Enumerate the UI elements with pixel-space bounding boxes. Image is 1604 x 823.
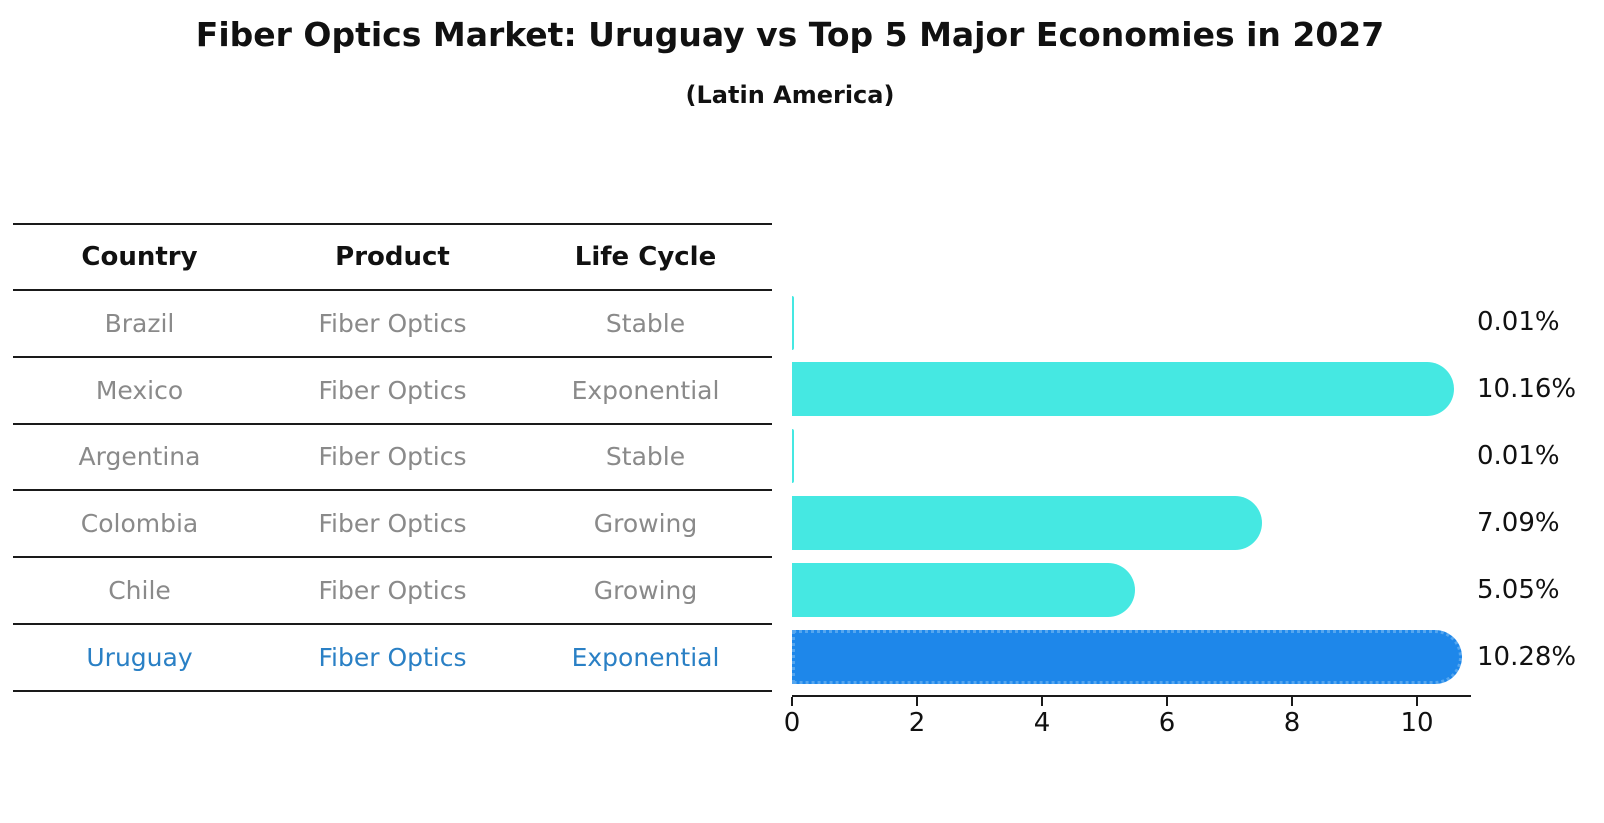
table-row-argentina: Argentina Fiber Optics Stable (13, 422, 772, 490)
country-table: Country Product Life Cycle Brazil Fiber Opti… (13, 223, 772, 692)
x-tick-mark-2 (916, 697, 918, 706)
x-tick-mark-4 (1041, 697, 1043, 706)
x-tick-label-10: 10 (1400, 708, 1434, 738)
cell-country: Argentina (78, 442, 201, 472)
cell-product: Fiber Optics (318, 576, 467, 606)
table-row-chile: Chile Fiber Optics Growing (13, 556, 772, 623)
bar-row-argentina (792, 423, 1470, 490)
cell-life-cycle: Stable (605, 442, 686, 472)
value-label-mexico: 10.16% (1477, 374, 1577, 405)
cell-life-cycle: Growing (593, 509, 698, 539)
cell-country: Brazil (104, 308, 175, 338)
x-axis-line (792, 695, 1471, 697)
cell-country: Chile (108, 576, 171, 606)
cell-product: Fiber Optics (318, 308, 467, 338)
cell-product: Fiber Optics (318, 375, 467, 405)
value-label-brazil: 0.01% (1477, 307, 1560, 338)
x-tick-label-0: 0 (783, 708, 801, 738)
column-header-product: Product (335, 242, 450, 272)
value-label-uruguay: 10.28% (1477, 641, 1577, 672)
cell-product: Fiber Optics (318, 642, 467, 672)
x-tick-mark-10 (1416, 697, 1418, 706)
cell-life-cycle: Growing (593, 576, 698, 606)
cell-life-cycle: Exponential (571, 375, 720, 405)
bar-row-mexico (792, 356, 1470, 423)
column-header-life-cycle: Life Cycle (574, 242, 717, 272)
bar-uruguay (792, 629, 1462, 684)
bar-mexico (792, 362, 1454, 417)
chart-subtitle: (Latin America) (685, 81, 895, 109)
x-tick-mark-0 (791, 697, 793, 706)
bar-row-chile (792, 556, 1470, 623)
bar-chart-plot-area (792, 289, 1470, 690)
bar-colombia (792, 495, 1262, 550)
table-row-colombia: Colombia Fiber Optics Growing (13, 489, 772, 556)
bar-argentina (792, 429, 794, 484)
value-label-chile: 5.05% (1477, 574, 1560, 605)
bar-brazil (792, 295, 794, 350)
table-row-brazil: Brazil Fiber Optics Stable (13, 289, 772, 356)
bar-row-brazil (792, 289, 1470, 356)
x-tick-mark-8 (1291, 697, 1293, 706)
bar-value-labels: 0.01% 10.16% 0.01% 7.09% 5.05% 10.28% (1477, 289, 1576, 690)
bar-chile (792, 562, 1135, 617)
cell-product: Fiber Optics (318, 442, 467, 472)
x-tick-mark-6 (1166, 697, 1168, 706)
chart-title: Fiber Optics Market: Uruguay vs Top 5 Ma… (195, 15, 1385, 54)
cell-country: Colombia (80, 509, 199, 539)
value-label-argentina: 0.01% (1477, 441, 1560, 472)
x-tick-label-2: 2 (908, 708, 926, 738)
cell-life-cycle: Stable (605, 308, 686, 338)
table-row-mexico: Mexico Fiber Optics Exponential (13, 355, 772, 423)
column-header-country: Country (81, 242, 198, 272)
cell-country: Mexico (95, 375, 184, 405)
cell-product: Fiber Optics (318, 509, 467, 539)
bar-row-colombia (792, 489, 1470, 556)
table-row-uruguay: Uruguay Fiber Optics Exponential (13, 622, 772, 692)
cell-country: Uruguay (86, 642, 193, 672)
table-header-row: Country Product Life Cycle (13, 223, 772, 289)
x-tick-label-6: 6 (1158, 708, 1176, 738)
value-label-colombia: 7.09% (1477, 507, 1560, 538)
x-tick-label-8: 8 (1283, 708, 1301, 738)
cell-life-cycle: Exponential (571, 642, 720, 672)
x-tick-label-4: 4 (1033, 708, 1051, 738)
bar-row-uruguay (792, 623, 1470, 690)
